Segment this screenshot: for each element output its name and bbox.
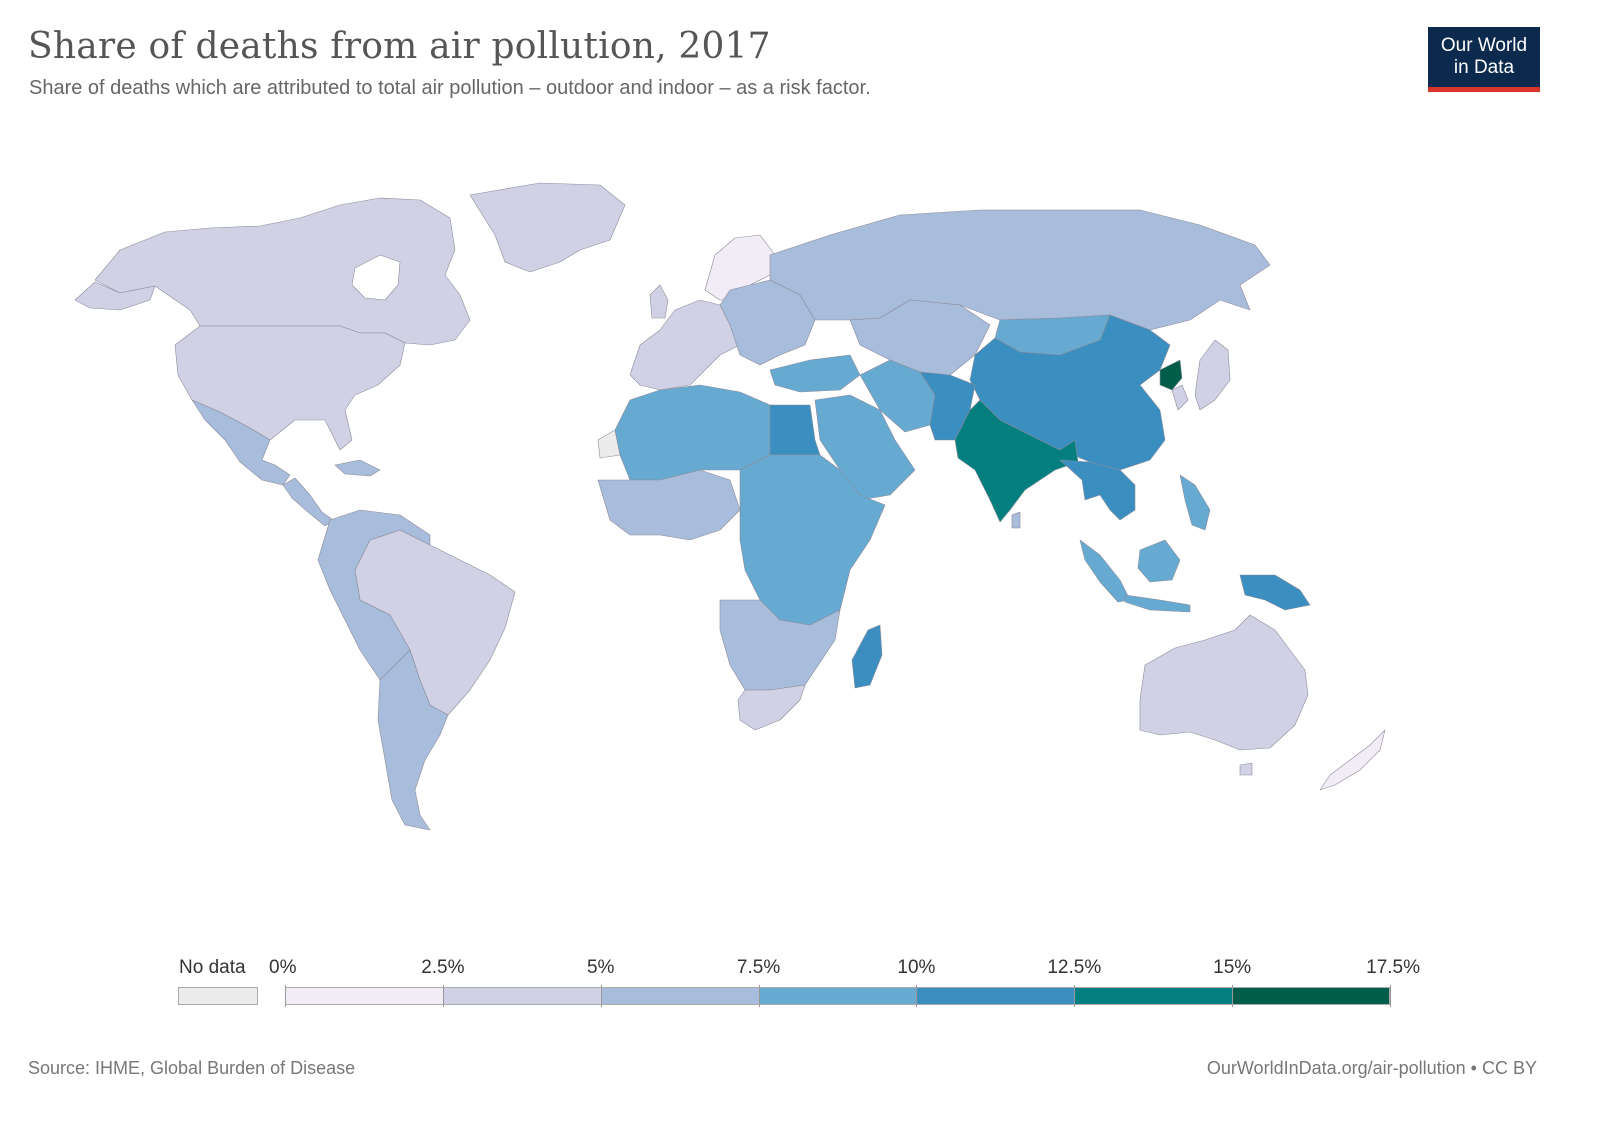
owid-logo[interactable]: Our World in Data: [1428, 27, 1540, 92]
region-sri-lanka[interactable]: [1011, 511, 1021, 529]
logo-line-1: Our World: [1440, 35, 1528, 56]
region-java[interactable]: [1124, 594, 1191, 613]
legend-tick-mark: [758, 985, 760, 1007]
logo-line-2: in Data: [1453, 57, 1515, 78]
legend-bin-3[interactable]: [758, 987, 917, 1005]
region-greenland[interactable]: [469, 182, 626, 273]
region-india[interactable]: [954, 399, 1079, 523]
legend-tick-label: 12.5%: [1047, 957, 1102, 978]
region-usa[interactable]: [174, 325, 406, 451]
region-southeast-asia[interactable]: [1059, 459, 1136, 521]
legend-tick-label: 7.5%: [736, 957, 781, 978]
region-canada[interactable]: [94, 197, 471, 346]
legend-bin-5[interactable]: [1074, 987, 1233, 1005]
legend-tick-label: 5%: [586, 957, 615, 978]
source-note: Source: IHME, Global Burden of Disease: [28, 1058, 356, 1078]
region-caribbean[interactable]: [334, 459, 381, 477]
license-link[interactable]: OurWorldInData.org/air-pollution • CC BY: [1206, 1058, 1537, 1078]
region-north-korea[interactable]: [1159, 359, 1183, 391]
region-central-east-africa[interactable]: [739, 454, 886, 626]
chart-subtitle: Share of deaths which are attributed to …: [29, 77, 871, 99]
legend-tick-mark: [600, 985, 602, 1007]
region-southern-africa[interactable]: [719, 599, 841, 691]
region-tasmania[interactable]: [1239, 762, 1253, 776]
region-argentina-chile[interactable]: [377, 649, 449, 831]
legend-tick-label: 0%: [269, 957, 297, 978]
region-australia[interactable]: [1139, 614, 1309, 751]
legend-no-data-label: No data: [179, 957, 246, 978]
legend-bin-6[interactable]: [1232, 987, 1390, 1005]
region-south-korea[interactable]: [1171, 384, 1189, 411]
chart-title: Share of deaths from air pollution, 2017: [28, 26, 771, 67]
region-west-africa[interactable]: [597, 469, 741, 541]
legend-tick-mark: [442, 985, 444, 1007]
region-japan[interactable]: [1194, 339, 1231, 411]
legend-tick-mark: [1390, 985, 1391, 1007]
region-middle-east[interactable]: [814, 394, 916, 501]
region-mexico[interactable]: [191, 399, 291, 486]
legend-tick-label: 15%: [1213, 957, 1252, 978]
legend-bin-0[interactable]: [285, 987, 443, 1005]
region-andean-south-america[interactable]: [317, 509, 431, 681]
region-south-africa[interactable]: [737, 684, 806, 731]
region-north-africa[interactable]: [614, 384, 771, 481]
legend-no-data-swatch[interactable]: [178, 987, 258, 1005]
region-alaska[interactable]: [74, 281, 156, 311]
region-sumatra-malaysia[interactable]: [1079, 539, 1131, 603]
legend-tick-mark: [916, 985, 918, 1007]
region-uk[interactable]: [649, 284, 669, 319]
legend-tick-mark: [1074, 985, 1076, 1007]
region-egypt[interactable]: [769, 404, 821, 456]
region-russia[interactable]: [769, 209, 1271, 331]
region-philippines[interactable]: [1179, 474, 1211, 531]
legend-tick-mark: [285, 985, 286, 1007]
region-borneo[interactable]: [1137, 539, 1181, 583]
legend-bin-2[interactable]: [600, 987, 759, 1005]
region-hudson-bay: [351, 254, 401, 301]
legend-tick-label: 2.5%: [421, 957, 465, 978]
legend-bin-1[interactable]: [442, 987, 601, 1005]
region-central-america[interactable]: [282, 477, 334, 527]
legend-tick-label: 10%: [897, 957, 936, 978]
legend-bin-4[interactable]: [916, 987, 1075, 1005]
world-map: [74, 182, 1386, 831]
legend-tick-mark: [1232, 985, 1234, 1007]
legend-tick-label: 17.5%: [1366, 957, 1420, 978]
region-madagascar[interactable]: [851, 624, 883, 689]
region-western-europe[interactable]: [629, 299, 741, 391]
region-turkey-caucasus[interactable]: [769, 354, 861, 393]
region-new-zealand[interactable]: [1319, 729, 1386, 791]
region-papua-new-guinea[interactable]: [1239, 574, 1311, 611]
